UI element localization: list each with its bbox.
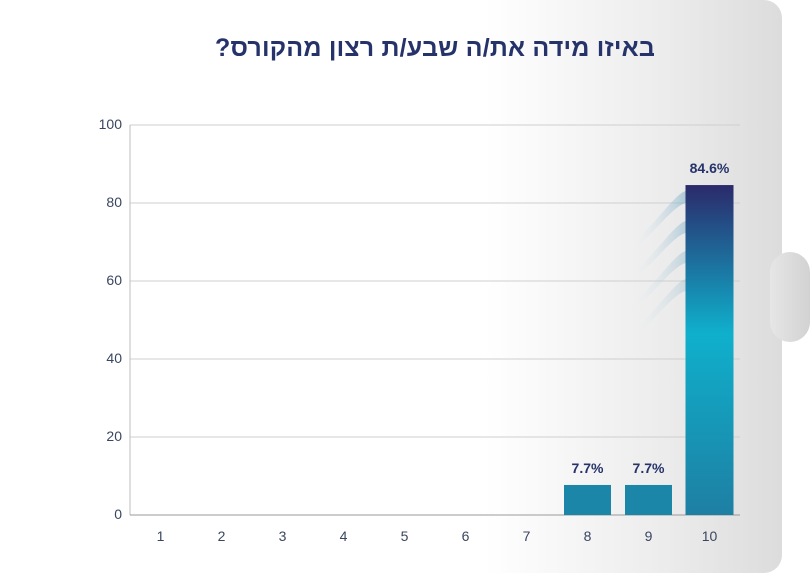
data-label: 7.7%	[633, 460, 665, 476]
gridlines	[130, 124, 740, 438]
y-tick-label: 0	[114, 506, 122, 522]
y-tick-label: 20	[106, 428, 122, 444]
x-tick-label: 9	[645, 528, 653, 544]
x-tick-label: 6	[462, 528, 470, 544]
card-side-tab	[770, 252, 810, 342]
data-labels: 7.7% 7.7% 84.6%	[572, 160, 730, 476]
axes: 0 20 40 60 80 100 1 2 3 4 5 6 7 8 9 10	[99, 116, 740, 544]
x-tick-label: 2	[218, 528, 226, 544]
bar-8	[564, 484, 611, 515]
data-label: 7.7%	[572, 460, 604, 476]
y-tick-label: 40	[106, 350, 122, 366]
x-tick-label: 4	[340, 528, 348, 544]
y-tick-label: 60	[106, 272, 122, 288]
y-tick-label: 100	[99, 116, 123, 132]
x-tick-label: 3	[279, 528, 287, 544]
x-tick-label: 5	[401, 528, 409, 544]
bar-9	[625, 484, 672, 515]
x-tick-label: 7	[523, 528, 531, 544]
data-label: 84.6%	[690, 160, 730, 176]
x-tick-label: 8	[584, 528, 592, 544]
chart-title: באיזו מידה את/ה שבע/ת רצון מהקורס?	[214, 34, 656, 62]
bar-10	[685, 185, 734, 515]
y-tick-label: 80	[106, 194, 122, 210]
x-tick-label: 10	[702, 528, 718, 544]
x-tick-label: 1	[157, 528, 165, 544]
bars	[564, 185, 734, 515]
